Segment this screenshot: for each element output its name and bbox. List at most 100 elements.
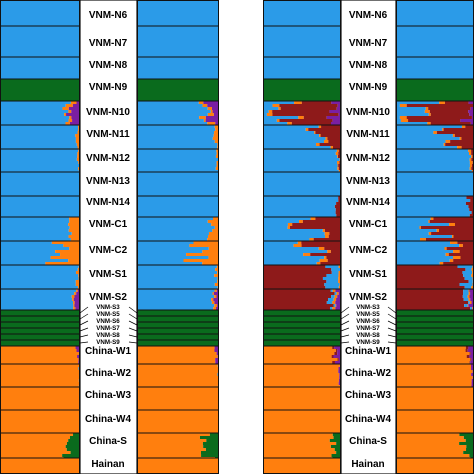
bar-segment-vnm-n11-right-1-k4 xyxy=(321,125,341,128)
bar-segment-vnm-s2-left-1-k2 xyxy=(76,289,78,292)
bar-segment-vnm-n6-right-2-k1 xyxy=(396,3,474,6)
bar-segment-vnm-n10-right-1-k4 xyxy=(279,104,338,107)
bar-segment-vnm-c2-right-2-k4 xyxy=(459,250,474,253)
bar-segment-vnm-s1-right-2-k1 xyxy=(457,265,473,268)
bar-segment-vnm-n9-left-1-k3 xyxy=(0,85,80,88)
bar-segment-vnm-n10-right-2-k2 xyxy=(399,116,407,119)
bar-segment-vnm-c1-left-2-k1 xyxy=(137,229,213,232)
bar-segment-vnm-s2-right-1-k4 xyxy=(263,304,334,307)
bar-segment-vnm-c1-left-1-k1 xyxy=(0,232,72,235)
bar-segment-vnm-n6-left-1-k1 xyxy=(0,15,80,18)
bar-segment-vnm-c2-right-1-k1 xyxy=(263,250,328,253)
bar-segment-vnm-n10-right-2-k2 xyxy=(439,101,445,104)
population-label-left: China-W4 xyxy=(85,414,132,425)
bar-segment-vnm-c1-right-2-k2 xyxy=(420,238,426,241)
bar-segment-vnm-s1-right-2-k4 xyxy=(396,280,469,283)
bar-segment-vnm-n9-left-1-k3 xyxy=(0,94,80,97)
population-label-left: VNM-S5 xyxy=(96,311,120,318)
bar-segment-vnm-n12-left-2-k1 xyxy=(137,149,217,152)
bar-segment-china-w4-left-2-k2 xyxy=(137,428,219,431)
bar-segment-china-s-left-2-k2 xyxy=(137,454,202,457)
bar-segment-china-w2-right-2-k2 xyxy=(396,367,472,370)
bar-segment-vnm-c2-right-1-k1 xyxy=(263,253,304,256)
bar-segment-vnm-s8-left-2-k3 xyxy=(137,337,219,340)
bar-segment-vnm-n11-right-1-k2 xyxy=(325,137,328,140)
bar-segment-vnm-n8-left-1-k1 xyxy=(0,69,80,72)
bar-segment-china-s-right-1-k2 xyxy=(263,439,330,442)
bar-segment-vnm-c1-right-2-k1 xyxy=(396,238,421,241)
bar-segment-hainan-right-2-k2 xyxy=(396,464,474,467)
bar-segment-china-w1-right-1-k2 xyxy=(263,346,333,349)
bar-segment-vnm-s1-right-1-k2 xyxy=(338,277,341,280)
bar-segment-vnm-s5-left-1-k3 xyxy=(0,319,80,322)
bar-segment-vnm-n14-left-1-k1 xyxy=(0,214,80,217)
bar-segment-vnm-n12-right-2-k2 xyxy=(469,167,472,170)
bar-segment-vnm-s6-right-1-k3 xyxy=(263,325,341,328)
bar-segment-vnm-c1-right-2-k2 xyxy=(428,232,432,235)
bar-segment-vnm-n12-right-2-k2 xyxy=(469,152,472,155)
bar-segment-vnm-n14-right-1-k1 xyxy=(263,214,337,217)
bar-segment-vnm-c2-right-1-k1 xyxy=(263,244,294,247)
bar-segment-china-s-right-1-k3 xyxy=(330,445,341,448)
bar-segment-vnm-c2-right-1-k4 xyxy=(324,247,341,250)
bar-segment-vnm-n6-left-2-k1 xyxy=(137,15,219,18)
bar-segment-vnm-n11-left-1-k2 xyxy=(75,137,80,140)
bar-segment-vnm-n10-right-2-k2 xyxy=(427,122,431,125)
bar-segment-vnm-n12-left-1-k1 xyxy=(0,152,78,155)
bar-segment-vnm-c2-right-1-k2 xyxy=(327,250,331,253)
bar-segment-vnm-n14-right-2-k4 xyxy=(469,214,474,217)
bar-segment-vnm-s2-right-2-k2 xyxy=(468,292,471,295)
bar-segment-vnm-c1-right-1-k4 xyxy=(329,232,341,235)
bar-segment-vnm-c1-right-1-k4 xyxy=(302,220,341,223)
bar-segment-vnm-s6-left-1-k3 xyxy=(0,322,80,325)
bar-segment-china-w3-right-1-k2 xyxy=(263,387,341,390)
bar-segment-china-w1-right-2-k2 xyxy=(396,358,471,361)
bar-segment-vnm-n10-right-1-k1 xyxy=(263,122,288,125)
bar-segment-vnm-s1-right-2-k2 xyxy=(471,268,474,271)
bar-segment-vnm-n13-right-2-k1 xyxy=(396,193,474,196)
bar-segment-vnm-n11-left-1-k1 xyxy=(0,125,79,128)
bar-segment-vnm-n9-right-2-k3 xyxy=(396,97,474,100)
bar-segment-vnm-n10-right-2-k5 xyxy=(469,113,474,116)
bar-segment-vnm-s6-right-2-k3 xyxy=(396,322,474,325)
bar-segment-vnm-s5-right-2-k3 xyxy=(396,316,474,319)
bar-segment-vnm-n14-right-1-k1 xyxy=(263,196,339,199)
bar-segment-vnm-n11-right-1-k1 xyxy=(263,140,325,143)
population-label-right: VNM-S8 xyxy=(356,332,380,339)
bar-segment-vnm-n6-right-2-k1 xyxy=(396,6,474,9)
bar-segment-vnm-n7-left-2-k1 xyxy=(137,53,219,56)
bar-segment-vnm-n9-right-1-k3 xyxy=(263,91,341,94)
bar-segment-vnm-n6-right-1-k1 xyxy=(263,6,341,9)
bar-segment-vnm-n10-left-1-k5 xyxy=(68,107,80,110)
leader-line xyxy=(79,327,89,332)
bar-segment-vnm-n10-right-1-k1 xyxy=(263,101,295,104)
bar-segment-vnm-n12-right-1-k1 xyxy=(263,167,338,170)
bar-segment-vnm-n6-left-2-k1 xyxy=(137,18,219,21)
bar-segment-china-w2-left-1-k2 xyxy=(0,367,79,370)
bar-segment-vnm-n10-right-2-k2 xyxy=(400,119,409,122)
bar-segment-vnm-s7-right-2-k3 xyxy=(396,328,474,331)
bar-segment-vnm-n8-right-2-k1 xyxy=(396,63,474,66)
population-label-left: China-W3 xyxy=(85,390,132,401)
bar-segment-vnm-s1-right-1-k2 xyxy=(338,286,341,289)
bar-segment-hainan-right-1-k2 xyxy=(263,464,341,467)
bar-segment-vnm-s2-left-1-k1 xyxy=(0,307,74,310)
bar-segment-vnm-c2-right-1-k1 xyxy=(263,262,317,265)
bar-segment-vnm-s2-right-2-k2 xyxy=(468,298,471,301)
bar-segment-china-w2-right-2-k5 xyxy=(471,382,474,385)
bar-segment-vnm-n8-right-2-k1 xyxy=(396,69,474,72)
bar-segment-vnm-n10-left-1-k2 xyxy=(69,116,72,119)
bar-segment-vnm-n10-right-2-k1 xyxy=(396,101,440,104)
bar-segment-vnm-n14-right-2-k4 xyxy=(470,199,474,202)
bar-segment-china-w2-right-1-k2 xyxy=(263,373,340,376)
leader-line xyxy=(128,306,138,314)
bar-segment-vnm-n12-left-2-k1 xyxy=(137,170,219,172)
bar-segment-vnm-s2-left-1-k2 xyxy=(73,304,75,307)
bar-segment-hainan-right-1-k2 xyxy=(263,467,341,470)
bar-segment-hainan-right-1-k2 xyxy=(263,461,341,464)
bar-segment-china-w2-right-1-k2 xyxy=(263,385,341,387)
bar-segment-vnm-n14-right-2-k4 xyxy=(466,196,474,199)
bar-segment-vnm-s2-left-1-k2 xyxy=(73,301,75,304)
bar-segment-vnm-n6-right-2-k1 xyxy=(396,18,474,21)
bar-segment-vnm-n11-right-1-k1 xyxy=(263,128,306,131)
